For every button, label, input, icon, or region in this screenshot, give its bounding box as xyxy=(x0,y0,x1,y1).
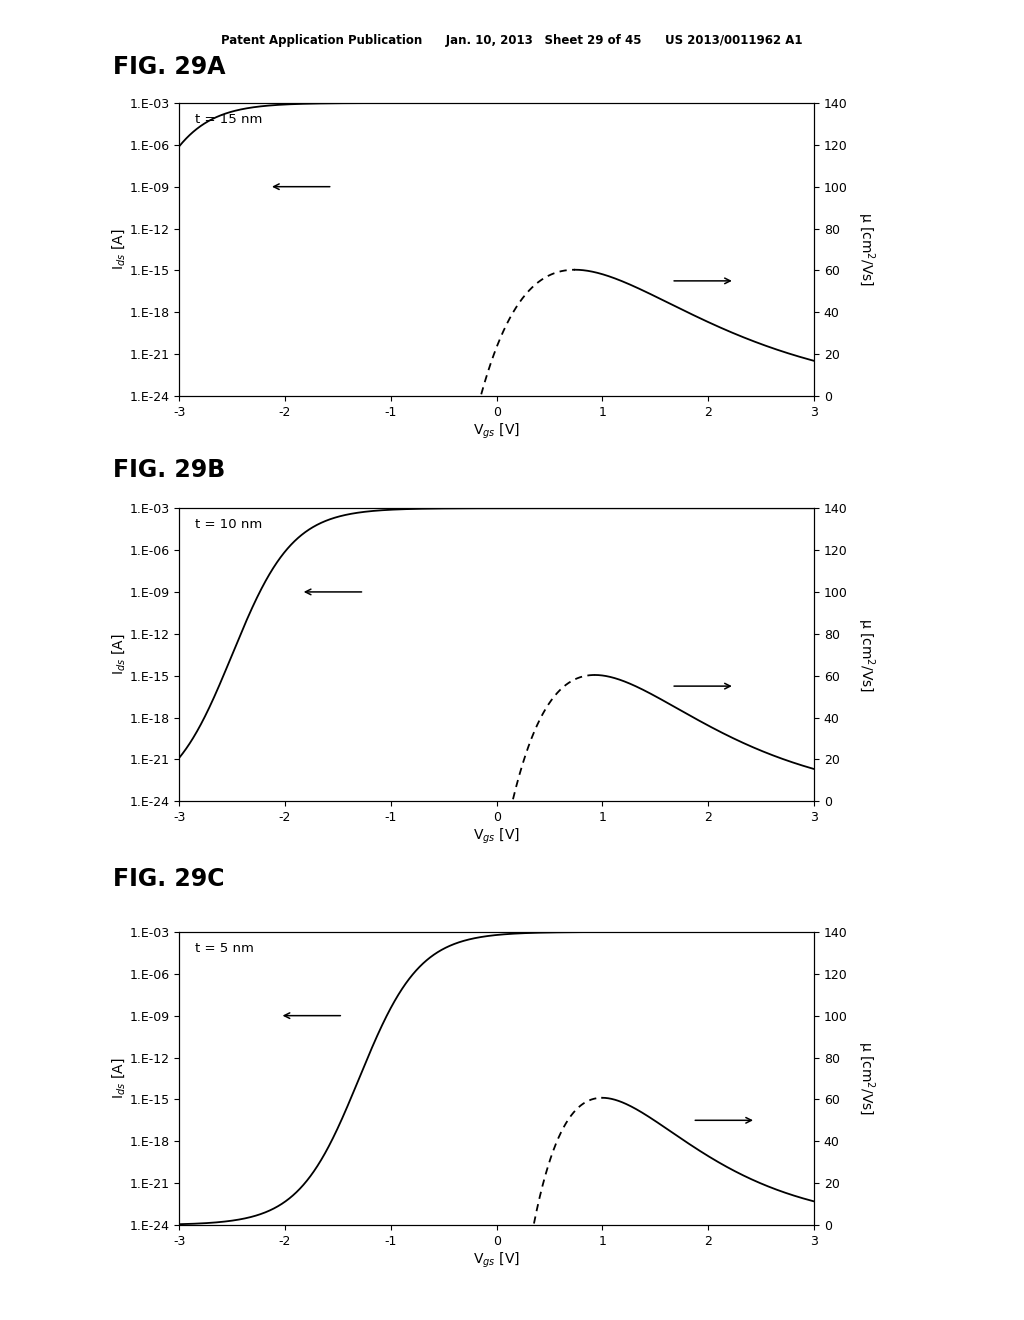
Y-axis label: μ [cm$^{2}$/Vs]: μ [cm$^{2}$/Vs] xyxy=(855,618,877,692)
Y-axis label: μ [cm$^{2}$/Vs]: μ [cm$^{2}$/Vs] xyxy=(855,1041,877,1115)
Y-axis label: I$_{ds}$ [A]: I$_{ds}$ [A] xyxy=(110,634,127,676)
Y-axis label: I$_{ds}$ [A]: I$_{ds}$ [A] xyxy=(110,1057,127,1100)
Text: FIG. 29B: FIG. 29B xyxy=(113,458,225,482)
Text: t = 10 nm: t = 10 nm xyxy=(195,517,262,531)
Text: t = 15 nm: t = 15 nm xyxy=(195,112,262,125)
X-axis label: V$_{gs}$ [V]: V$_{gs}$ [V] xyxy=(473,1250,520,1270)
X-axis label: V$_{gs}$ [V]: V$_{gs}$ [V] xyxy=(473,421,520,441)
Y-axis label: I$_{ds}$ [A]: I$_{ds}$ [A] xyxy=(110,228,127,271)
Text: t = 5 nm: t = 5 nm xyxy=(195,941,254,954)
Text: FIG. 29A: FIG. 29A xyxy=(113,55,225,79)
Text: Patent Application Publication  Jan. 10, 2013 Sheet 29 of 45  US 2013/0011962 A1: Patent Application Publication Jan. 10, … xyxy=(221,34,803,48)
X-axis label: V$_{gs}$ [V]: V$_{gs}$ [V] xyxy=(473,826,520,846)
Text: FIG. 29C: FIG. 29C xyxy=(113,867,224,891)
Y-axis label: μ [cm$^{2}$/Vs]: μ [cm$^{2}$/Vs] xyxy=(855,213,877,286)
